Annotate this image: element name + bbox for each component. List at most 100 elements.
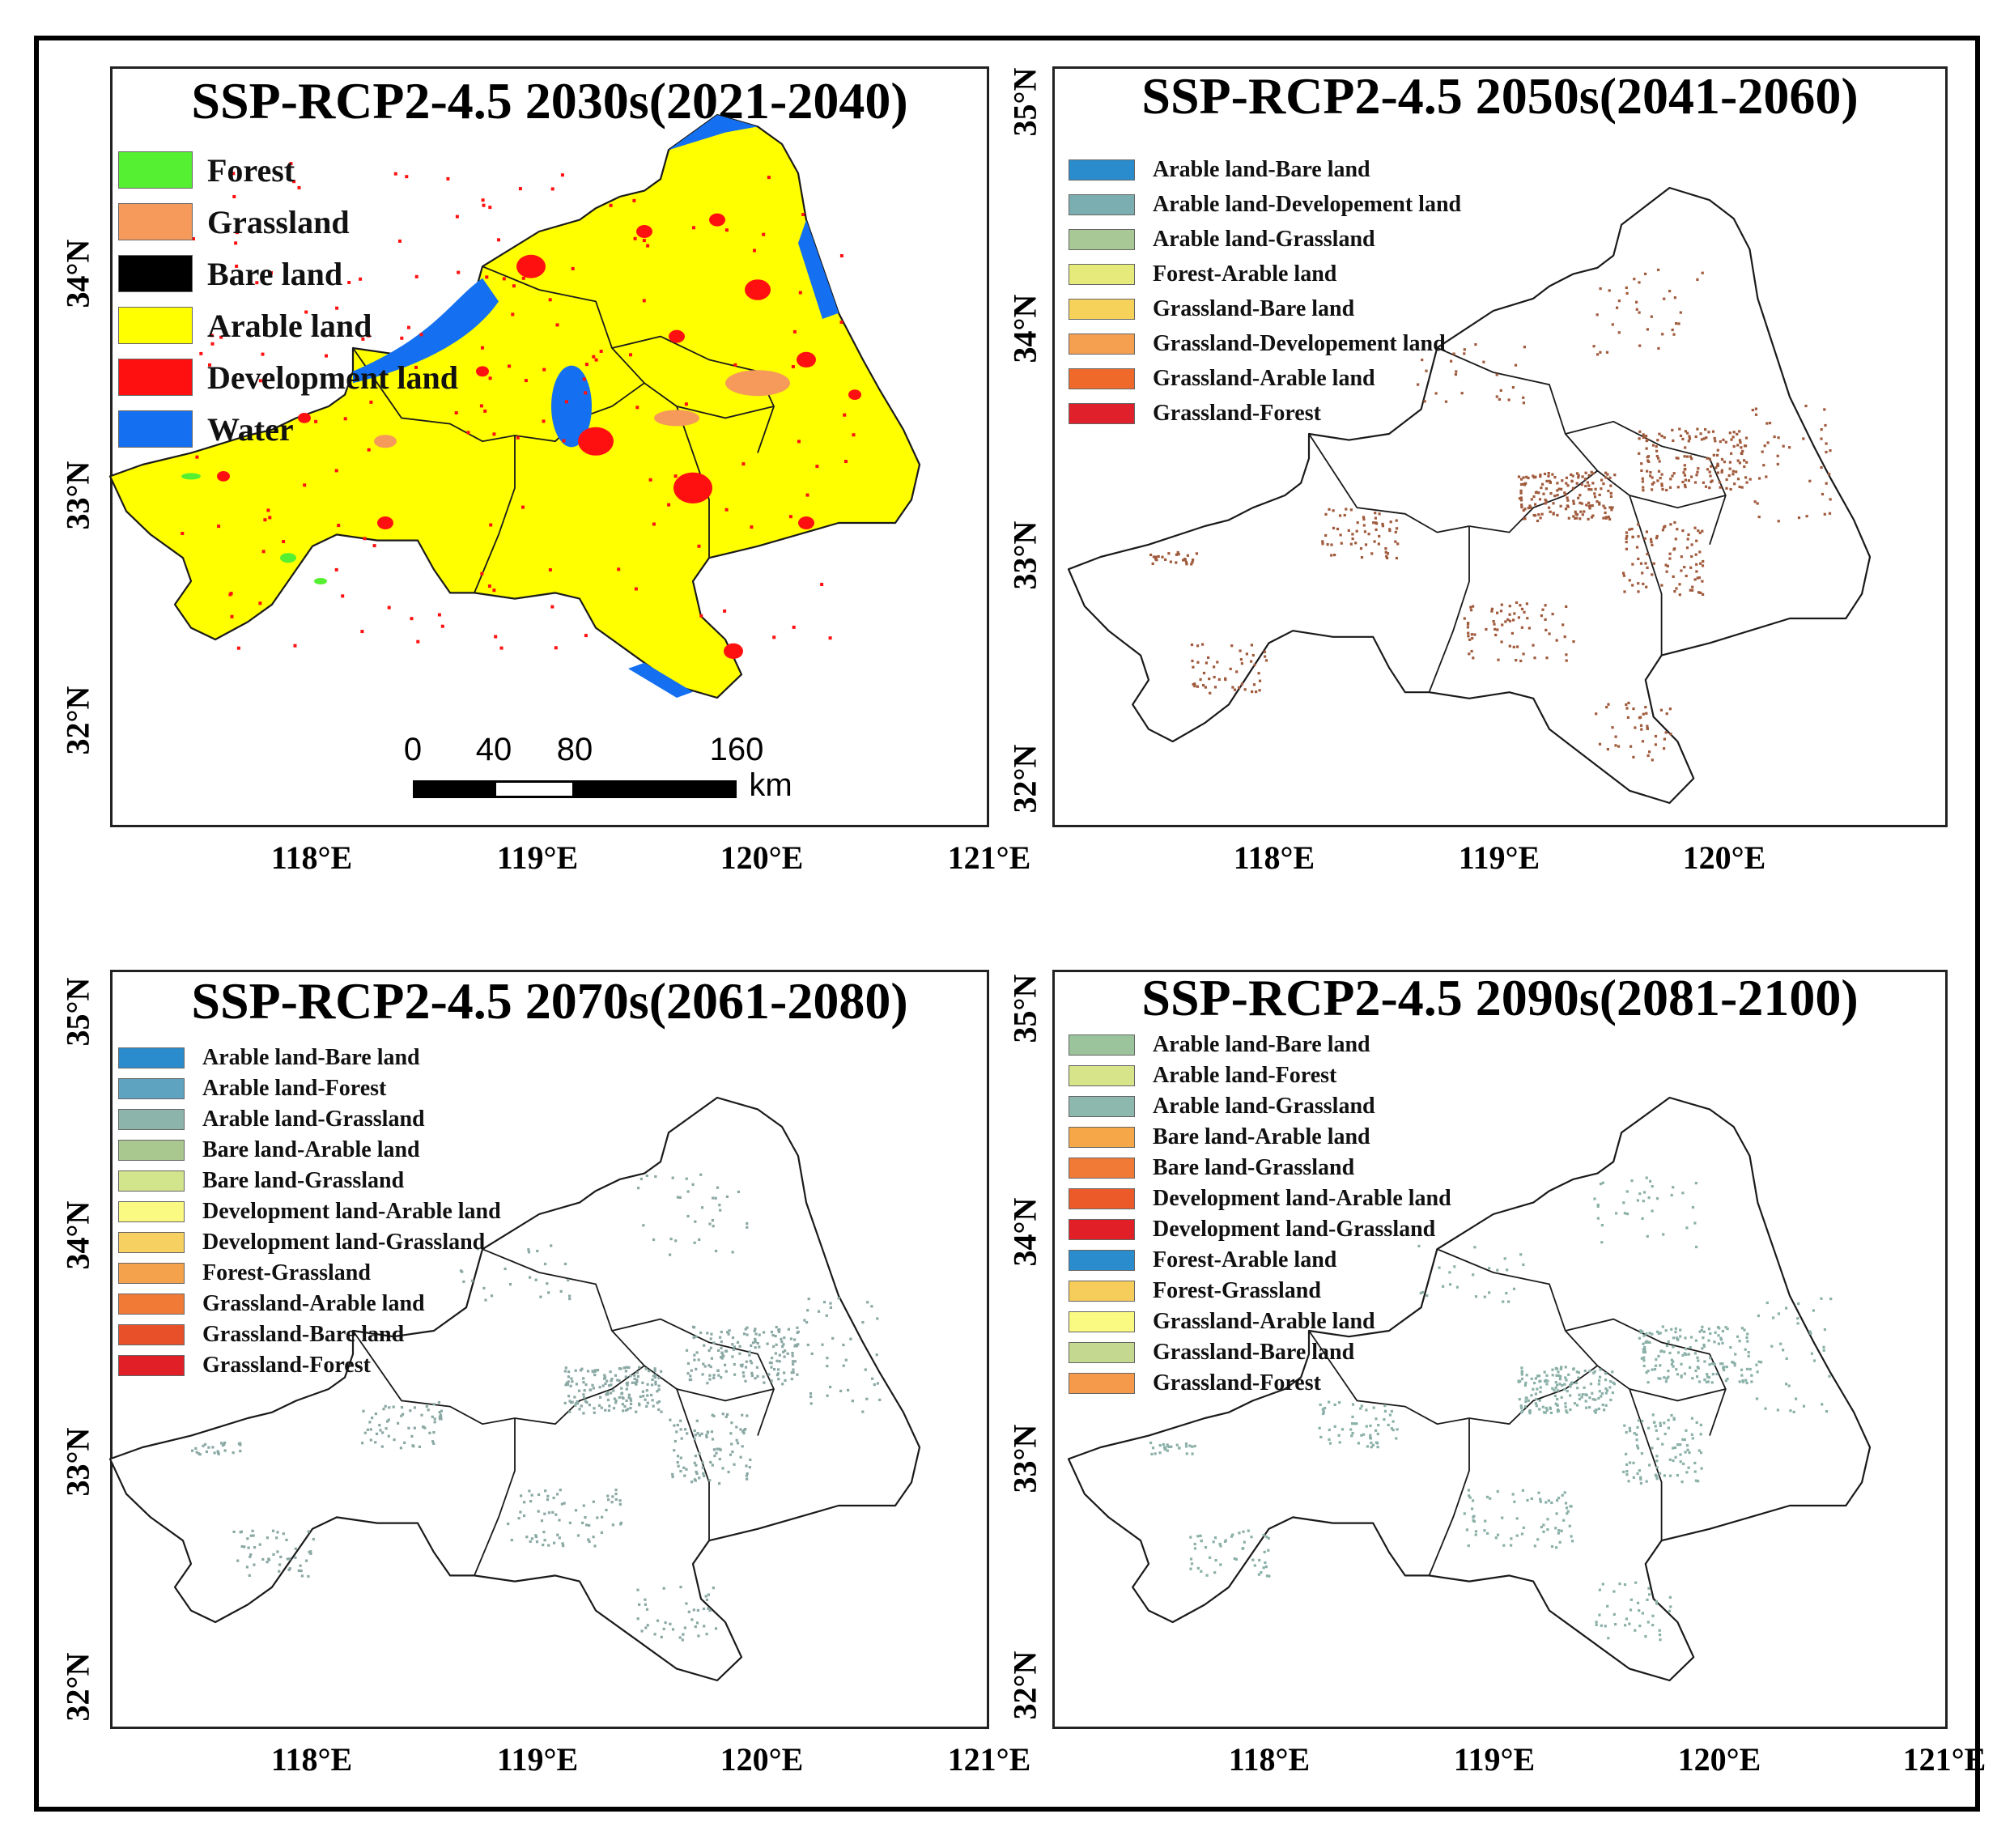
change-pixel bbox=[1669, 478, 1672, 481]
change-pixel bbox=[711, 1413, 714, 1417]
change-pixel bbox=[504, 1267, 507, 1271]
change-pixel bbox=[1693, 578, 1697, 581]
water-body bbox=[628, 662, 693, 698]
change-pixel bbox=[1651, 476, 1654, 479]
change-pixel bbox=[746, 1226, 749, 1229]
change-pixel bbox=[1449, 1283, 1452, 1286]
change-pixel bbox=[575, 1383, 578, 1386]
change-pixel bbox=[420, 1413, 423, 1417]
change-pixel bbox=[1679, 1460, 1682, 1464]
change-pixel bbox=[587, 1538, 590, 1541]
development-pixel bbox=[293, 644, 297, 648]
lat-label: 32°N bbox=[1006, 744, 1043, 814]
lon-label: 118°E bbox=[270, 839, 353, 876]
change-pixel bbox=[1522, 652, 1525, 656]
development-pixel bbox=[457, 270, 461, 274]
change-pixel bbox=[1668, 290, 1672, 293]
change-pixel bbox=[671, 1176, 674, 1179]
change-pixel bbox=[191, 1449, 194, 1452]
change-pixel bbox=[1460, 392, 1464, 395]
change-pixel bbox=[1494, 1536, 1498, 1540]
change-pixel bbox=[618, 1379, 621, 1383]
change-pixel bbox=[507, 1522, 510, 1526]
change-pixel bbox=[554, 1513, 558, 1516]
change-pixel bbox=[1518, 497, 1521, 500]
change-pixel bbox=[1247, 1529, 1250, 1532]
change-pixel bbox=[1616, 306, 1619, 309]
change-pixel bbox=[1551, 1374, 1554, 1377]
change-pixel bbox=[616, 1379, 619, 1382]
change-pixel bbox=[1549, 481, 1552, 484]
change-pixel bbox=[1512, 645, 1515, 648]
change-pixel bbox=[697, 1358, 700, 1362]
change-pixel bbox=[1755, 1397, 1759, 1400]
change-pixel bbox=[1736, 1335, 1740, 1338]
change-pixel bbox=[1695, 1245, 1698, 1249]
change-pixel bbox=[1598, 503, 1601, 506]
legend-label: Development land-Grassland bbox=[1153, 1217, 1436, 1242]
change-pixel bbox=[1668, 486, 1672, 489]
change-pixel bbox=[596, 1516, 599, 1519]
change-pixel bbox=[1488, 1291, 1491, 1294]
change-pixel bbox=[1349, 508, 1353, 512]
change-pixel bbox=[1263, 650, 1266, 653]
change-pixel bbox=[1629, 1608, 1633, 1612]
development-pixel bbox=[772, 635, 776, 639]
change-pixel bbox=[1681, 437, 1685, 440]
change-pixel bbox=[1745, 461, 1748, 464]
change-pixel bbox=[1645, 712, 1648, 715]
legend-item: Grassland-Arable land bbox=[118, 1289, 501, 1319]
change-pixel bbox=[534, 1535, 538, 1539]
change-pixel bbox=[1560, 1396, 1563, 1399]
change-pixel bbox=[438, 1417, 442, 1421]
change-pixel bbox=[1598, 1588, 1601, 1591]
change-pixel bbox=[1545, 479, 1549, 482]
change-pixel bbox=[1631, 584, 1634, 587]
development-patch bbox=[669, 329, 685, 343]
change-pixel bbox=[1539, 474, 1542, 477]
change-pixel bbox=[1557, 1529, 1561, 1532]
change-pixel bbox=[1328, 1428, 1331, 1432]
change-pixel bbox=[654, 1383, 657, 1386]
change-pixel bbox=[826, 1365, 829, 1368]
change-pixel bbox=[1664, 1329, 1668, 1332]
change-pixel bbox=[1787, 1384, 1791, 1387]
change-pixel bbox=[1520, 1377, 1524, 1381]
change-pixel bbox=[1196, 661, 1200, 664]
change-pixel bbox=[1366, 1445, 1369, 1448]
change-pixel bbox=[1593, 492, 1596, 495]
change-pixel bbox=[1738, 439, 1742, 442]
change-pixel bbox=[1465, 1528, 1468, 1532]
change-pixel bbox=[438, 1415, 441, 1418]
change-pixel bbox=[1604, 1404, 1608, 1407]
change-pixel bbox=[1572, 499, 1575, 503]
change-pixel bbox=[776, 1372, 780, 1375]
change-pixel bbox=[1694, 435, 1697, 439]
county-boundary bbox=[1565, 420, 1727, 546]
change-pixel bbox=[1583, 478, 1587, 481]
change-pixel bbox=[610, 1379, 613, 1383]
change-pixel bbox=[523, 1514, 526, 1518]
legend-swatch bbox=[1069, 1065, 1135, 1086]
change-pixel bbox=[1640, 1357, 1643, 1360]
change-pixel bbox=[1519, 482, 1523, 486]
change-pixel bbox=[1182, 559, 1185, 562]
change-pixel bbox=[1706, 457, 1709, 460]
change-pixel bbox=[1669, 1605, 1672, 1608]
change-pixel bbox=[1674, 1455, 1677, 1459]
change-pixel bbox=[790, 1371, 793, 1374]
change-pixel bbox=[1499, 610, 1503, 613]
change-pixel bbox=[217, 1451, 220, 1455]
change-pixel bbox=[1668, 1474, 1672, 1477]
change-pixel bbox=[1641, 1420, 1644, 1423]
change-pixel bbox=[1600, 1624, 1603, 1627]
development-pixel bbox=[297, 185, 301, 189]
change-pixel bbox=[1689, 1346, 1692, 1349]
legend-swatch bbox=[1069, 228, 1135, 250]
change-pixel bbox=[1599, 1368, 1602, 1371]
change-pixel bbox=[1647, 1587, 1651, 1590]
change-pixel bbox=[1472, 605, 1475, 608]
change-pixel bbox=[583, 1396, 586, 1400]
legend-label: Grassland-Arable land bbox=[1153, 1309, 1375, 1334]
legend-label: Grassland-Developement land bbox=[1153, 330, 1446, 356]
